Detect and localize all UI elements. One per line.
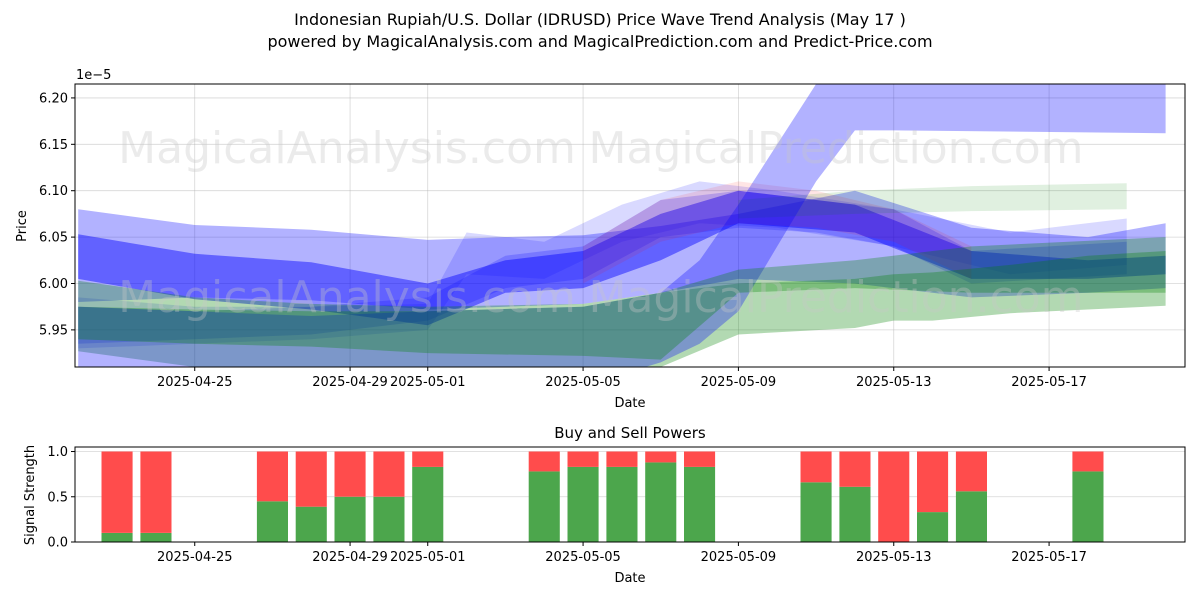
y-tick-label: 6.05 [39,231,68,246]
signal-y-tick-label: 1.0 [47,445,68,460]
watermark-analysis-lower: MagicalAnalysis.com [118,272,576,323]
buy-bar [101,533,133,542]
signal-x-tick-label: 2025-05-13 [856,550,932,565]
y-axis-label: Price [15,210,30,242]
signal-x-axis-label: Date [614,571,645,586]
sell-bar [684,451,716,467]
price-band-9 [78,237,1166,360]
chart-subtitle: powered by MagicalAnalysis.com and Magic… [267,32,932,51]
sell-bar [800,451,832,483]
buy-bar [645,462,677,542]
y-tick-label: 6.00 [39,277,68,292]
x-tick-label: 2025-05-01 [390,375,466,390]
sell-bar [528,451,560,472]
buy-bar [917,512,949,542]
price-band-2 [78,190,1166,326]
price-band-4 [78,190,1127,344]
sell-bar [140,451,172,533]
watermark-prediction: MagicalPrediction.com [589,123,1084,174]
signal-x-tick-label: 2025-04-25 [157,550,233,565]
price-band-8 [78,84,1166,367]
signal-bars [101,451,1104,542]
buy-bar [412,466,444,542]
x-tick-label: 2025-05-17 [1011,375,1087,390]
price-plot-background [75,84,1185,367]
signal-x-tick-label: 2025-05-01 [390,550,466,565]
x-tick-label: 2025-04-25 [157,375,233,390]
signal-x-tick-label: 2025-05-05 [545,550,621,565]
buy-bar [955,491,987,542]
price-ticks: 2025-04-25 2025-04-29 2025-05-01 2025-05-05… [39,91,1087,390]
sell-bar [606,451,638,467]
price-band-5 [583,181,972,284]
buy-bar [295,506,327,542]
price-grid [75,84,1185,367]
sell-bar [373,451,405,497]
x-tick-label: 2025-04-29 [312,375,388,390]
sell-bar [412,451,444,467]
x-axis-label: Date [614,396,645,411]
y-tick-label: 6.15 [39,138,68,153]
price-plot: MagicalAnalysis.com MagicalPrediction.co… [15,68,1186,411]
sell-bar [878,451,910,542]
sell-bar [295,451,327,507]
y-tick-label: 5.95 [39,323,68,338]
signal-ticks: 2025-04-25 2025-04-29 2025-05-01 2025-05-05… [47,445,1087,565]
buy-bar [606,466,638,542]
buy-bar [373,496,405,542]
sell-bar [955,451,987,492]
sell-bar [645,451,677,463]
buy-bar [1072,471,1104,542]
chart-title: Indonesian Rupiah/U.S. Dollar (IDRUSD) P… [294,10,906,29]
buy-bar [140,533,172,542]
y-tick-label: 6.20 [39,91,68,106]
buy-bar [684,466,716,542]
sell-bar [567,451,599,467]
buy-bar [839,486,871,542]
x-tick-label: 2025-05-13 [856,375,932,390]
signal-y-tick-label: 0.0 [47,536,68,551]
price-band-1 [78,190,1166,310]
buy-bar [800,482,832,542]
signal-plot: Buy and Sell Powers 2025-04-25 2025-04-29… [23,424,1186,586]
sell-bar [917,451,949,513]
price-band-7 [738,183,1127,219]
sell-bar [101,451,133,533]
sell-bar [839,451,871,487]
sell-bar [1072,451,1104,472]
price-band-6 [78,251,1166,367]
signal-y-tick-label: 0.5 [47,490,68,505]
watermark-analysis: MagicalAnalysis.com [118,123,576,174]
buy-bar [528,471,560,542]
y-tick-label: 6.10 [39,184,68,199]
buy-bar [334,496,366,542]
watermark-prediction-lower: MagicalPrediction.com [589,272,1084,323]
buy-bar [567,466,599,542]
signal-x-tick-label: 2025-05-17 [1011,550,1087,565]
signal-x-tick-label: 2025-04-29 [312,550,388,565]
price-plot-frame [74,83,1186,368]
signal-plot-title: Buy and Sell Powers [554,424,706,442]
x-tick-label: 2025-05-09 [701,375,777,390]
signal-plot-frame [74,446,1186,543]
buy-bar [256,501,288,542]
x-tick-label: 2025-05-05 [545,375,621,390]
price-band-3 [78,181,1127,349]
signal-x-tick-label: 2025-05-09 [701,550,777,565]
signal-y-axis-label: Signal Strength [23,445,38,545]
y-offset-text: 1e−5 [76,68,111,83]
sell-bar [256,451,288,502]
sell-bar [334,451,366,497]
price-bands [78,84,1166,367]
